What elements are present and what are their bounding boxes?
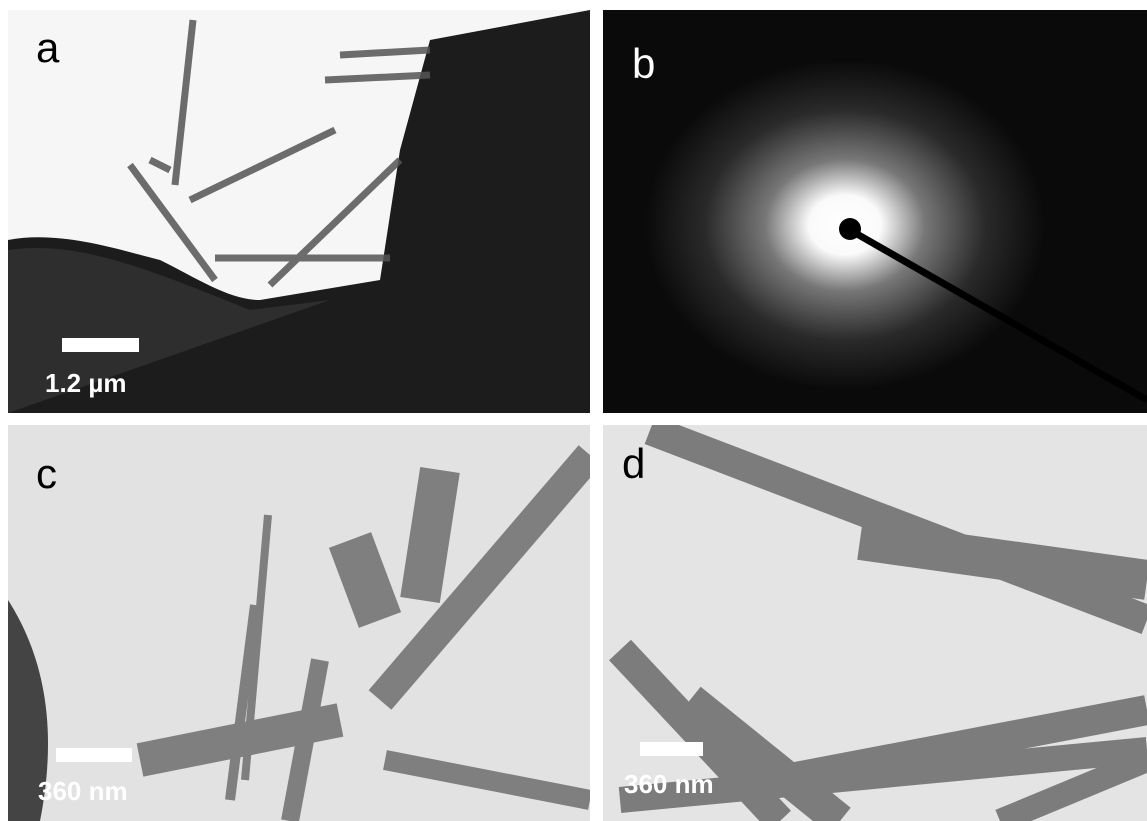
scale-bar-label: 360 nm	[624, 769, 714, 799]
panel-label: b	[632, 40, 655, 87]
scale-bar	[640, 742, 703, 756]
scale-bar	[62, 338, 139, 352]
panel-c: c 360 nm	[8, 425, 590, 821]
panel-a: a 1.2 µm	[8, 10, 590, 413]
scale-bar-label: 360 nm	[38, 776, 128, 806]
panel-label: a	[36, 24, 60, 71]
panel-label: c	[36, 450, 57, 497]
panel-b: b	[603, 10, 1147, 413]
scale-bar-label: 1.2 µm	[45, 368, 126, 398]
scale-bar	[56, 748, 132, 762]
figure: a 1.2 µm b c 360 nm	[0, 0, 1147, 821]
panel-label: d	[622, 440, 645, 487]
panel-d: d 360 nm	[603, 425, 1147, 821]
